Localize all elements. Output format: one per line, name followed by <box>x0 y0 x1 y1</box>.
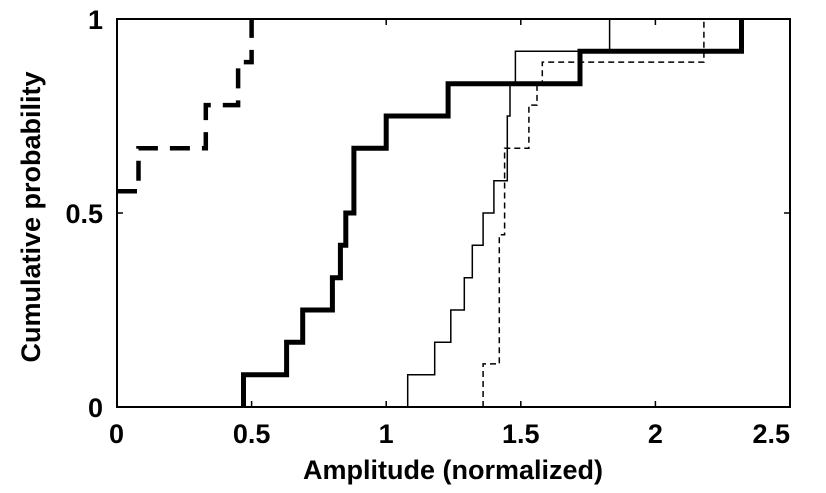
x-tick-label: 0.5 <box>233 419 271 449</box>
y-tick-label: 0.5 <box>65 199 103 229</box>
x-tick-label: 2.5 <box>752 419 790 449</box>
x-tick-label: 1 <box>379 419 394 449</box>
plot-frame <box>117 19 790 407</box>
x-axis-label: Amplitude (normalized) <box>303 455 603 485</box>
x-tick-label: 2 <box>648 419 663 449</box>
y-axis-label: Cumulative probability <box>16 71 46 362</box>
x-tick-label: 1.5 <box>502 419 540 449</box>
y-tick-label: 1 <box>88 5 103 35</box>
y-tick-label: 0 <box>88 393 103 423</box>
x-tick-label: 0 <box>109 419 124 449</box>
